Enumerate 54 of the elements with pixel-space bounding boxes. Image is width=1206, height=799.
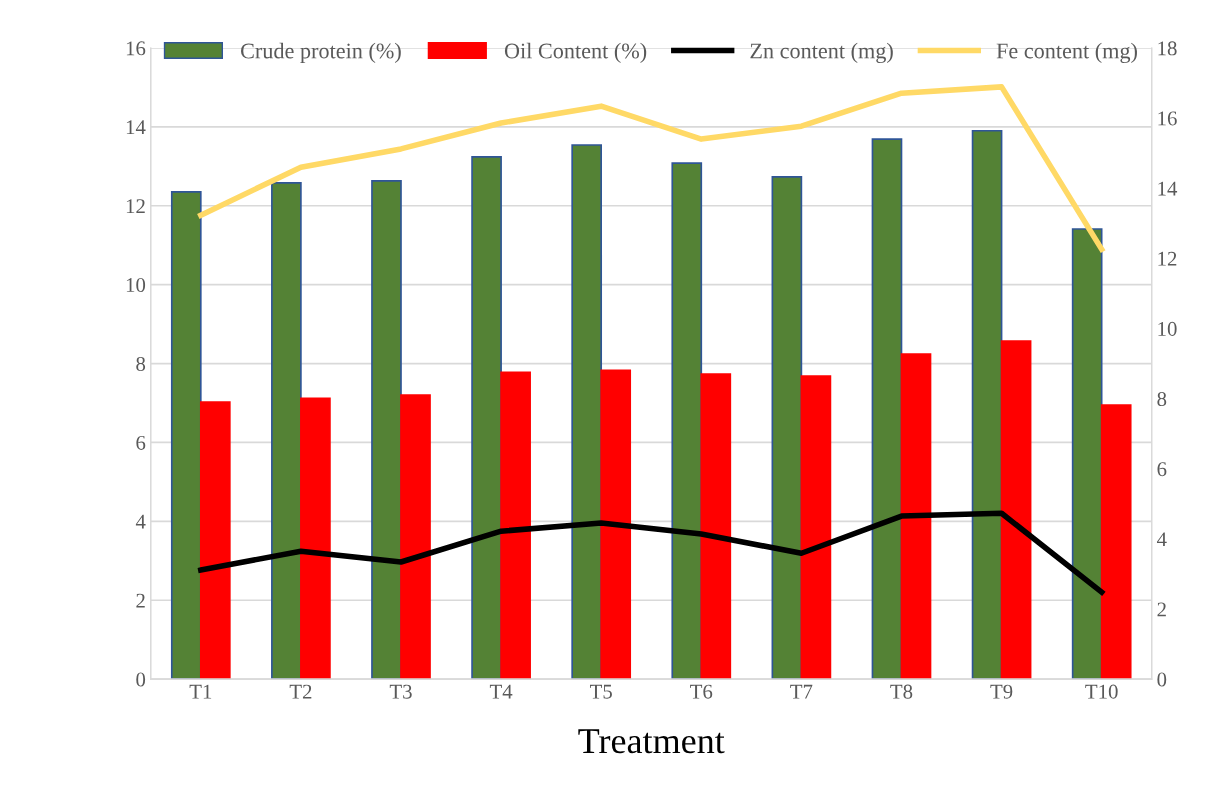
x-tick-label: T6 (690, 684, 713, 699)
bar (600, 369, 632, 680)
y-tick-label: 14 (126, 120, 146, 135)
x-tick-label: T4 (489, 684, 513, 699)
y-tick-label: 4 (135, 514, 146, 529)
y2-tick-label: 2 (1157, 602, 1166, 617)
bar (300, 397, 331, 680)
y2-tick-label: 8 (1157, 391, 1167, 407)
bar (571, 144, 603, 680)
bar (400, 394, 431, 680)
x-axis-title: Treatment (578, 729, 725, 754)
bar (471, 155, 502, 680)
x-tick-label: T5 (590, 684, 612, 699)
bar (771, 176, 803, 680)
bar (371, 180, 402, 680)
bar (800, 375, 832, 680)
x-tick-label: T1 (189, 684, 212, 699)
bar (900, 353, 932, 680)
bar (1071, 228, 1103, 680)
y-tick-label: 12 (126, 199, 145, 213)
y-tick-label: 0 (136, 672, 146, 687)
bar (500, 371, 531, 680)
legend-label: Crude protein (%) (241, 42, 401, 63)
bar (671, 162, 703, 680)
legend-label: Oil Content (%) (504, 42, 647, 63)
y2-tick-label: 4 (1157, 532, 1167, 547)
legend-label: Fe content (mg) (996, 42, 1137, 64)
legend-label: Zn content (mg) (750, 42, 893, 64)
y-tick-label: 10 (126, 278, 146, 293)
y2-tick-label: 10 (1158, 321, 1177, 336)
y2-tick-label: 16 (1158, 111, 1177, 126)
y2-tick-label: 14 (1158, 181, 1178, 196)
y-tick-label: 2 (136, 593, 145, 608)
bar (871, 138, 903, 680)
y2-tick-label: 18 (1158, 41, 1177, 56)
y-tick-label: 6 (136, 435, 146, 450)
x-tick-label: T2 (289, 684, 312, 699)
y2-tick-label: 0 (1157, 672, 1167, 687)
bar (1100, 404, 1132, 680)
x-tick-label: T3 (389, 684, 412, 699)
y-tick-label: 16 (126, 41, 146, 56)
y2-tick-label: 12 (1158, 251, 1177, 266)
bar (170, 191, 202, 680)
y-tick-label: 8 (136, 356, 146, 371)
bar (1000, 340, 1032, 680)
x-tick-label: T9 (990, 684, 1013, 699)
x-tick-label: T10 (1085, 684, 1118, 699)
y2-tick-label: 6 (1157, 462, 1167, 477)
x-tick-label: T8 (890, 684, 913, 699)
bar (971, 129, 1003, 680)
bar (700, 373, 732, 680)
x-tick-label: T7 (790, 684, 813, 699)
bar (271, 182, 302, 680)
bar (199, 401, 231, 680)
